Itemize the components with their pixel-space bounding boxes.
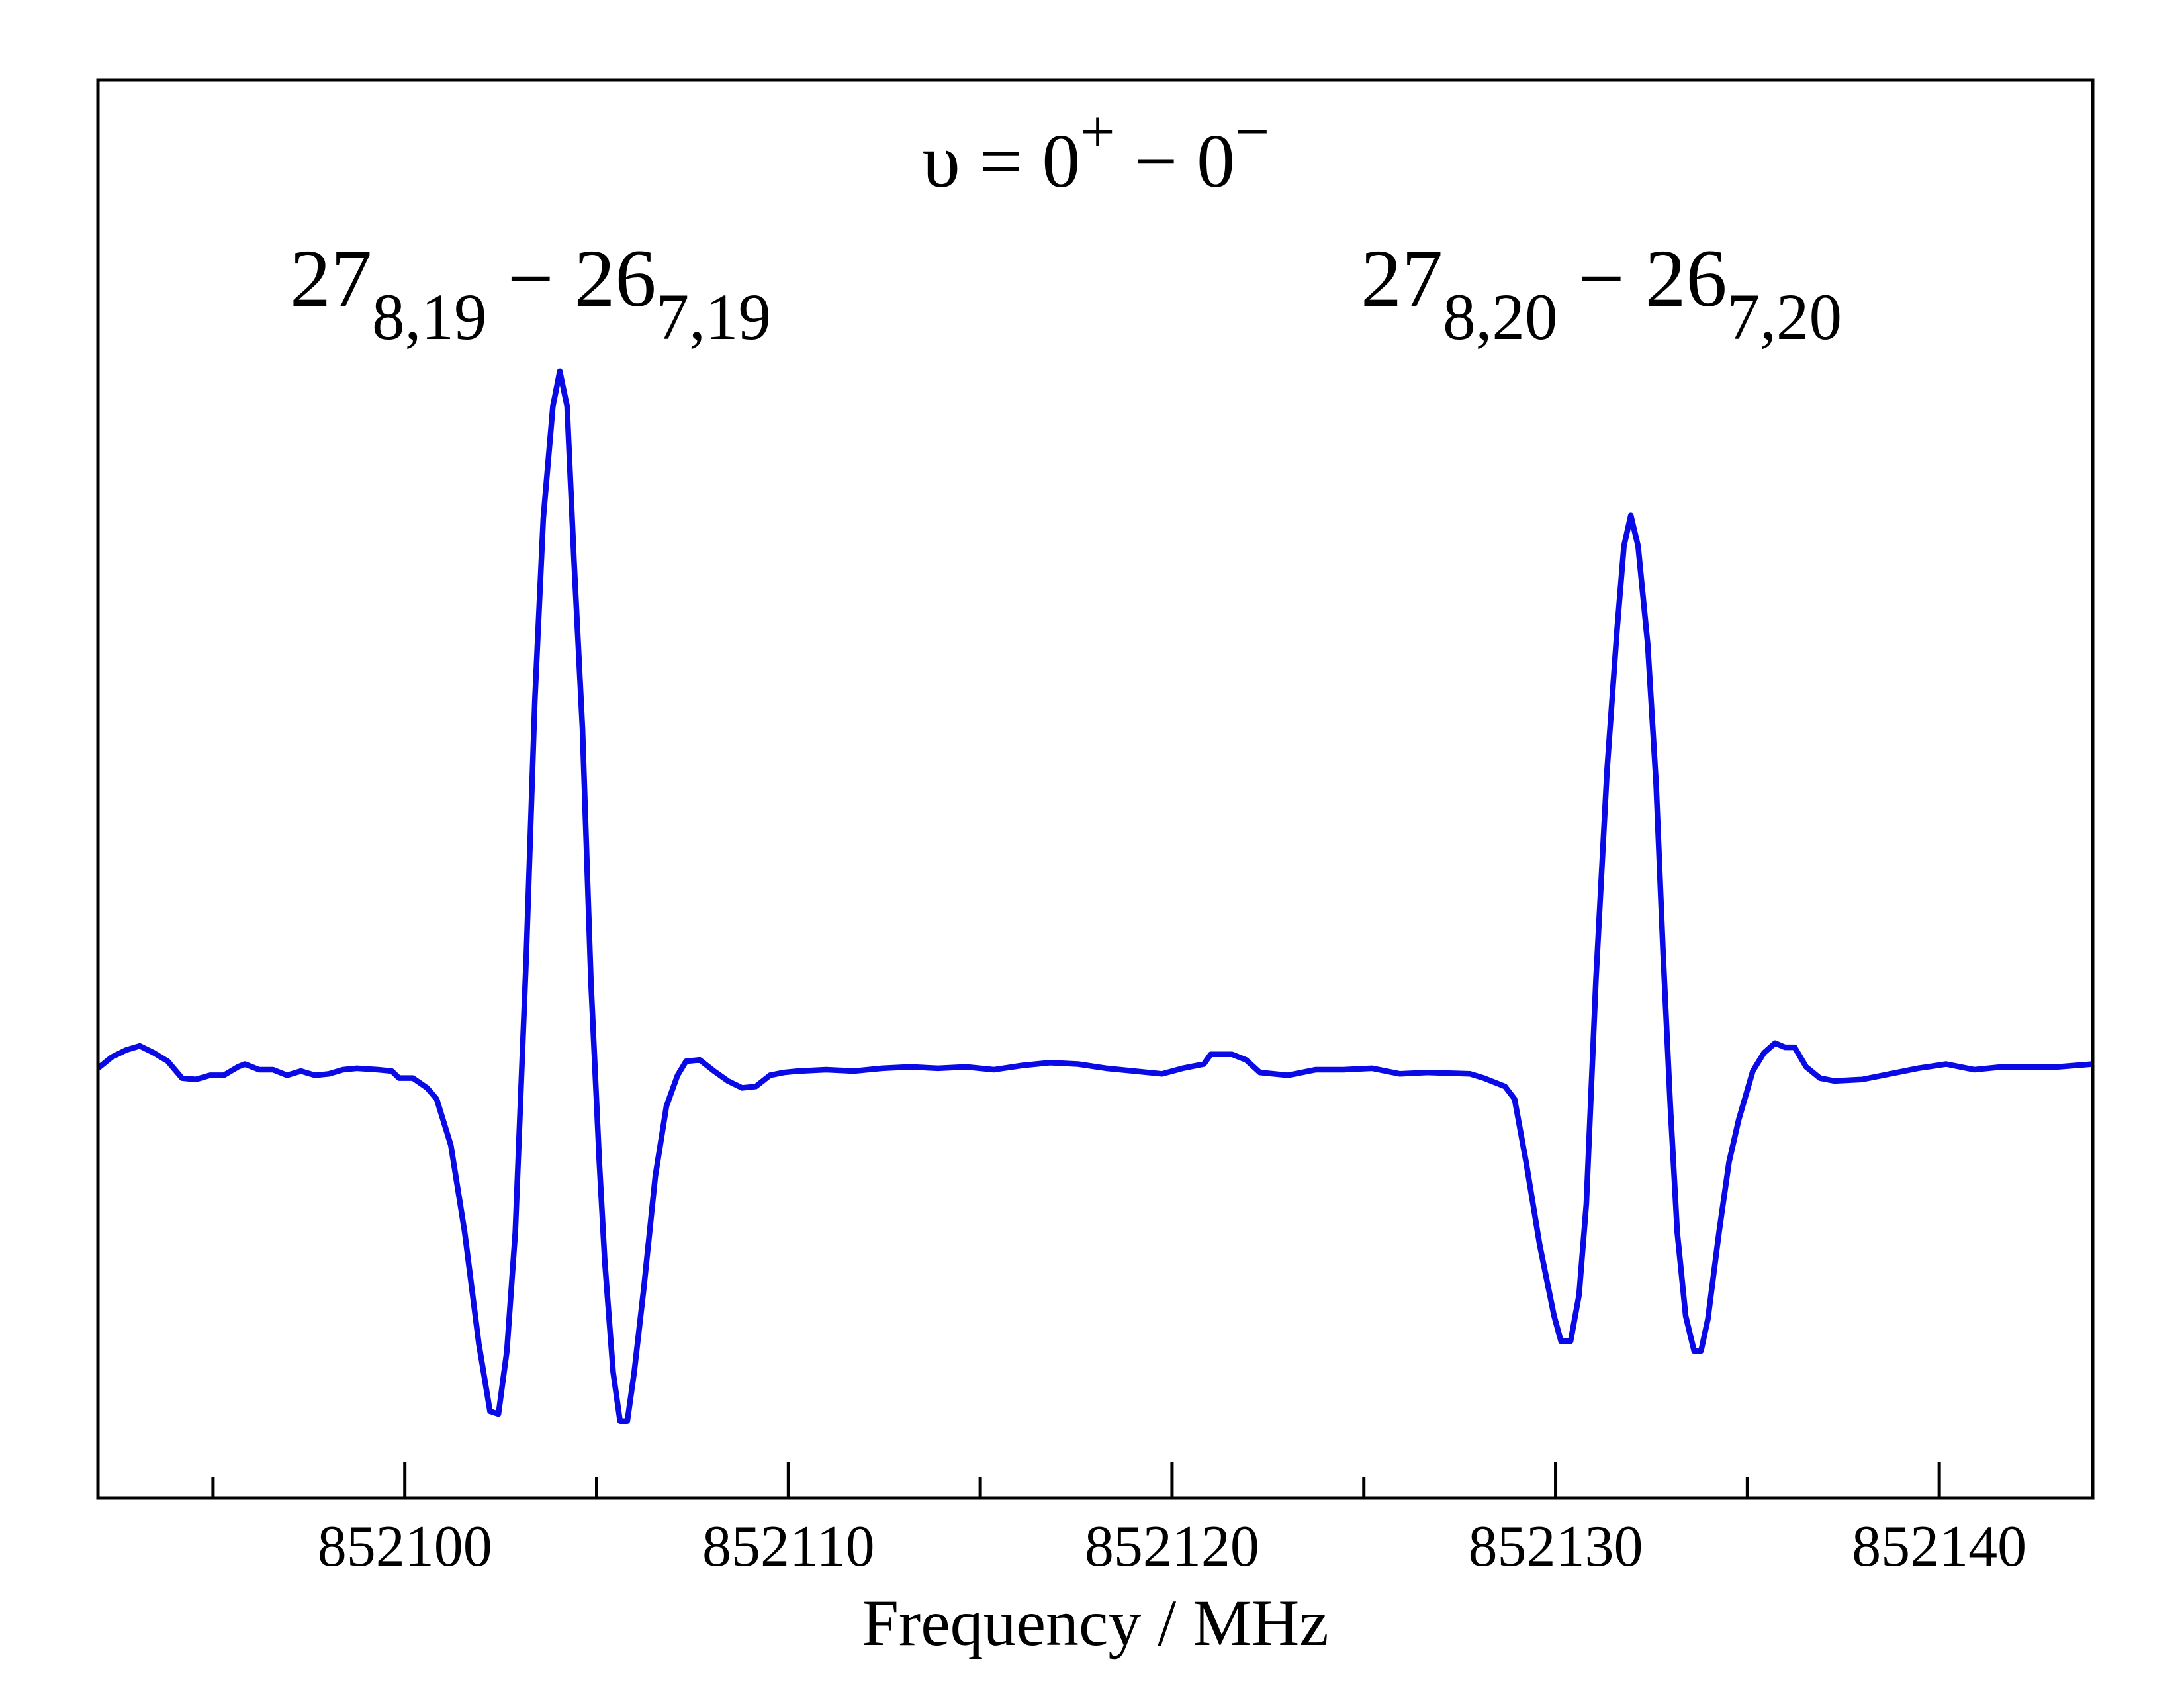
annotation-part: 8,20: [1443, 281, 1558, 353]
annotation-part: − 0: [1115, 119, 1235, 204]
annotation-part: − 26: [1558, 233, 1727, 324]
annotation: υ = 0+ − 0−: [923, 98, 1270, 204]
plot-frame: [96, 78, 2095, 1500]
annotation-part: 27: [290, 233, 372, 324]
annotation-part: υ = 0: [923, 119, 1081, 204]
annotation-part: 8,19: [372, 281, 487, 353]
x-tick-label: 852120: [1085, 1515, 1259, 1579]
x-tick-label: 852110: [702, 1515, 875, 1579]
annotation-part: 7,20: [1727, 281, 1843, 353]
annotation-part: +: [1080, 98, 1115, 166]
annotation-part: 27: [1361, 233, 1443, 324]
spectrum-line: [96, 368, 2093, 1424]
annotation-part: − 26: [487, 233, 657, 324]
x-axis-label: Frequency / MHz: [862, 1586, 1328, 1660]
x-tick-label: 852140: [1852, 1515, 2026, 1579]
annotation: 278,19 − 267,19: [290, 233, 771, 353]
x-tick-label: 852130: [1469, 1515, 1643, 1579]
x-tick-label: 852100: [318, 1515, 492, 1579]
annotation-part: −: [1235, 98, 1269, 166]
annotation-part: 7,19: [657, 281, 772, 353]
annotation: 278,20 − 267,20: [1361, 233, 1842, 353]
